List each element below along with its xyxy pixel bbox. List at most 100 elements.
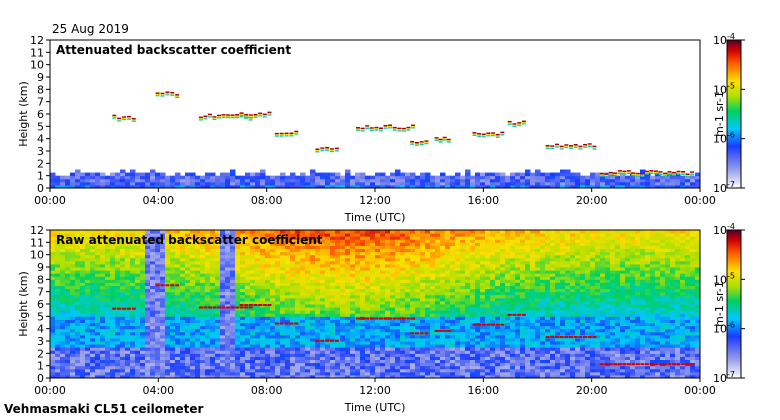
backscatter-cell <box>395 267 401 271</box>
backscatter-cell <box>425 236 431 240</box>
cloud-cell <box>131 117 136 120</box>
backscatter-cell <box>265 310 271 314</box>
backscatter-cell <box>355 291 361 296</box>
backscatter-cell <box>150 359 156 364</box>
backscatter-cell <box>175 344 181 348</box>
backscatter-cell <box>245 353 251 357</box>
backscatter-cell <box>260 294 266 299</box>
backscatter-cell <box>250 230 256 234</box>
backscatter-cell <box>165 242 171 246</box>
backscatter-cell <box>80 356 86 360</box>
backscatter-cell <box>240 233 246 237</box>
backscatter-cell <box>80 322 86 327</box>
backscatter-cell <box>385 270 391 274</box>
backscatter-cell <box>200 178 206 183</box>
backscatter-cell <box>205 310 211 314</box>
backscatter-cell <box>505 184 511 189</box>
backscatter-cell <box>395 175 401 180</box>
backscatter-cell <box>270 276 276 280</box>
backscatter-cell <box>345 276 351 280</box>
backscatter-cell <box>285 288 291 293</box>
backscatter-cell <box>385 291 391 296</box>
backscatter-cell <box>205 242 211 246</box>
backscatter-cell <box>665 175 671 180</box>
backscatter-cell <box>145 300 151 305</box>
backscatter-cell <box>120 263 126 268</box>
backscatter-cell <box>310 371 316 376</box>
backscatter-cell <box>375 273 381 277</box>
backscatter-cell <box>250 236 256 240</box>
backscatter-cell <box>380 239 386 243</box>
backscatter-cell <box>230 288 236 293</box>
backscatter-cell <box>330 368 336 373</box>
backscatter-cell <box>310 300 316 305</box>
backscatter-cell <box>370 236 376 240</box>
backscatter-cell <box>240 310 246 314</box>
backscatter-cell <box>150 316 156 320</box>
backscatter-cell <box>265 263 271 268</box>
backscatter-cell <box>85 276 91 280</box>
backscatter-cell <box>395 341 401 345</box>
backscatter-cell <box>200 322 206 327</box>
backscatter-cell <box>380 297 386 302</box>
backscatter-cell <box>255 365 261 370</box>
backscatter-cell <box>375 353 381 357</box>
backscatter-cell <box>85 334 91 339</box>
backscatter-cell <box>410 341 416 345</box>
backscatter-cell <box>455 184 461 189</box>
backscatter-cell <box>385 273 391 277</box>
backscatter-cell <box>285 341 291 345</box>
backscatter-cell <box>325 331 331 336</box>
cloud-cell <box>667 171 672 173</box>
backscatter-cell <box>590 175 596 180</box>
backscatter-cell <box>280 307 286 311</box>
backscatter-cell <box>345 328 351 333</box>
backscatter-cell <box>195 316 201 320</box>
backscatter-cell <box>310 239 316 243</box>
backscatter-cell <box>395 359 401 364</box>
backscatter-cell <box>415 270 421 274</box>
backscatter-cell <box>235 313 241 317</box>
backscatter-cell <box>360 353 366 357</box>
backscatter-cell <box>110 347 116 351</box>
backscatter-cell <box>270 316 276 320</box>
backscatter-cell <box>285 285 291 290</box>
backscatter-cell <box>315 344 321 348</box>
cloud-cell <box>559 148 564 150</box>
backscatter-cell <box>135 239 141 243</box>
backscatter-cell <box>245 362 251 367</box>
backscatter-cell <box>250 328 256 333</box>
backscatter-cell <box>165 260 171 265</box>
backscatter-cell <box>55 263 61 268</box>
backscatter-cell <box>430 371 436 376</box>
backscatter-cell <box>405 341 411 345</box>
backscatter-cell <box>535 169 541 174</box>
backscatter-cell <box>450 350 456 354</box>
backscatter-cell <box>680 178 686 183</box>
backscatter-cell <box>310 297 316 302</box>
backscatter-cell <box>525 184 531 189</box>
backscatter-cell <box>135 300 141 305</box>
backscatter-cell <box>65 294 71 299</box>
backscatter-cell <box>135 362 141 367</box>
backscatter-cell <box>225 294 231 299</box>
backscatter-cell <box>240 263 246 268</box>
backscatter-cell <box>200 233 206 237</box>
backscatter-cell <box>215 273 221 277</box>
backscatter-cell <box>50 276 56 280</box>
backscatter-cell <box>435 254 441 259</box>
backscatter-cell <box>275 359 281 364</box>
backscatter-cell <box>225 242 231 246</box>
backscatter-cell <box>210 347 216 351</box>
backscatter-cell <box>220 353 226 357</box>
backscatter-cell <box>180 334 186 339</box>
backscatter-cell <box>235 288 241 293</box>
backscatter-cell <box>455 245 461 249</box>
backscatter-cell <box>375 282 381 286</box>
backscatter-cell <box>115 285 121 290</box>
backscatter-cell <box>370 319 376 323</box>
backscatter-cell <box>110 337 116 342</box>
backscatter-cell <box>190 236 196 240</box>
backscatter-cell <box>230 347 236 351</box>
backscatter-cell <box>125 248 131 253</box>
